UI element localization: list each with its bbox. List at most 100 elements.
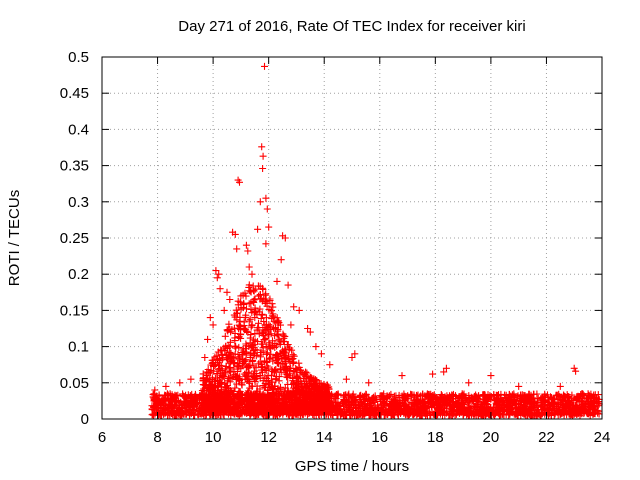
data-point (186, 392, 194, 399)
data-point (579, 390, 587, 398)
data-point (219, 403, 227, 410)
data-point (368, 396, 376, 404)
data-point (299, 389, 306, 397)
data-point (267, 330, 275, 338)
chart-title: Day 271 of 2016, Rate Of TEC Index for r… (178, 18, 525, 35)
data-point (210, 362, 217, 370)
data-point (201, 380, 209, 388)
data-point (247, 331, 255, 339)
data-point (248, 382, 256, 390)
data-point (275, 335, 283, 343)
data-point (247, 299, 255, 307)
data-point (165, 408, 173, 416)
data-point (234, 392, 241, 400)
data-point (585, 404, 593, 412)
data-point (266, 295, 274, 303)
data-point (234, 407, 242, 415)
data-point (266, 407, 274, 415)
data-point (259, 368, 266, 376)
data-point (483, 403, 490, 411)
data-point (225, 367, 233, 375)
y-tick-label: 0.1 (68, 339, 89, 356)
data-point (356, 393, 364, 401)
data-point (493, 401, 501, 409)
data-point (475, 406, 483, 414)
data-point (263, 394, 271, 401)
data-point (470, 411, 478, 419)
data-point (234, 350, 242, 358)
data-point (492, 397, 500, 405)
data-point (251, 367, 258, 375)
data-point (242, 340, 250, 348)
x-axis-title: GPS time / hours (295, 458, 409, 475)
x-tick-label: 18 (427, 429, 444, 446)
data-point (460, 407, 468, 415)
data-point (408, 392, 416, 400)
data-point (544, 408, 552, 416)
data-point (185, 401, 193, 409)
data-point (215, 392, 222, 400)
data-point (215, 407, 223, 415)
data-point (149, 411, 157, 419)
data-point (247, 305, 255, 313)
data-point (274, 331, 282, 339)
data-point (209, 321, 217, 329)
data-point (487, 372, 495, 380)
data-point (237, 365, 245, 373)
data-point (179, 390, 187, 398)
data-point (342, 375, 350, 383)
data-point (263, 377, 271, 385)
data-point (229, 400, 237, 408)
data-point (277, 256, 285, 264)
data-point (190, 408, 198, 416)
y-tick-label: 0.35 (60, 158, 89, 175)
data-point (509, 409, 517, 417)
data-point (227, 353, 235, 361)
data-point (233, 309, 241, 317)
data-point (484, 396, 491, 404)
data-point (168, 404, 176, 412)
data-point (236, 322, 244, 330)
data-point (228, 357, 236, 365)
data-point (259, 152, 267, 160)
data-point (421, 401, 429, 409)
data-point (183, 407, 190, 415)
data-point (281, 357, 289, 365)
data-point (574, 392, 582, 400)
data-point (256, 305, 264, 313)
data-point (231, 230, 239, 238)
y-tick-label: 0 (81, 411, 89, 428)
data-point (572, 367, 580, 375)
data-point (252, 352, 260, 360)
data-point (322, 389, 330, 397)
data-point (165, 397, 173, 405)
data-point (223, 288, 231, 296)
x-tick-label: 24 (594, 429, 611, 446)
data-point (152, 394, 160, 402)
data-point (261, 62, 268, 70)
data-point (436, 393, 444, 401)
data-point (280, 351, 288, 359)
data-point (380, 411, 388, 419)
data-point (491, 411, 499, 419)
data-point (259, 403, 267, 411)
data-point (470, 403, 478, 410)
data-point (366, 409, 374, 417)
data-point (235, 343, 243, 351)
data-point (401, 397, 409, 405)
data-point (260, 393, 268, 401)
data-point (254, 338, 261, 346)
data-point (570, 408, 578, 416)
data-point (384, 410, 392, 418)
data-point (242, 348, 250, 356)
data-point (292, 394, 300, 402)
data-point (383, 399, 391, 407)
data-point (283, 387, 291, 395)
data-point (269, 303, 277, 311)
data-point (339, 400, 347, 407)
data-point (253, 387, 261, 395)
data-point (199, 377, 207, 385)
data-point (342, 408, 350, 416)
data-point (290, 303, 298, 311)
data-point (241, 313, 249, 321)
